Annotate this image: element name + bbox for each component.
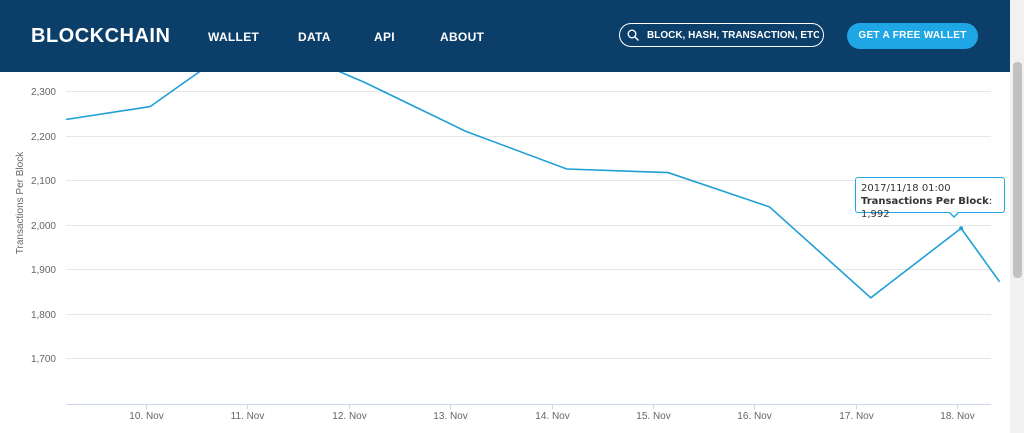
nav-link-api[interactable]: API	[374, 30, 395, 44]
tooltip-value: 1,992	[861, 209, 890, 220]
x-tick-label: 18. Nov	[940, 411, 974, 422]
y-tick-label: 2,000	[31, 221, 56, 232]
data-point[interactable]	[464, 130, 467, 133]
data-point[interactable]	[149, 105, 152, 108]
top-navbar: BLOCKCHAIN WALLET DATA API ABOUT GET A F…	[0, 0, 1010, 72]
y-axis: 1,700 1,800 1,900 2,000 2,100 2,200 2,300	[31, 87, 56, 365]
y-tick-label: 2,100	[31, 176, 56, 187]
nav-link-wallet[interactable]: WALLET	[208, 30, 260, 44]
tooltip-date: 2017/11/18 01:00	[861, 183, 951, 194]
blockchain-logo[interactable]: BLOCKCHAIN	[31, 25, 171, 47]
x-tick-label: 11. Nov	[231, 411, 265, 422]
data-points	[64, 81, 1001, 299]
y-tick-label: 2,200	[31, 132, 56, 143]
data-point[interactable]	[768, 205, 771, 208]
search-input[interactable]	[647, 27, 819, 43]
y-tick-label: 2,300	[31, 87, 56, 98]
y-tick-label: 1,900	[31, 265, 56, 276]
nav-link-about[interactable]: ABOUT	[440, 30, 485, 44]
y-tick-label: 1,800	[31, 310, 56, 321]
x-tick-label: 13. Nov	[433, 411, 467, 422]
get-free-wallet-button[interactable]: GET A FREE WALLET	[847, 23, 978, 49]
data-point[interactable]	[64, 118, 67, 121]
scrollbar-thumb[interactable]	[1013, 62, 1022, 278]
search-box[interactable]	[619, 23, 824, 47]
highlighted-point[interactable]	[959, 226, 964, 231]
x-tick-label: 17. Nov	[839, 411, 873, 422]
x-tick-label: 14. Nov	[535, 411, 569, 422]
tooltip-pointer	[948, 211, 960, 218]
chart-tooltip: 2017/11/18 01:00 Transactions Per Block:…	[855, 177, 1005, 220]
series-line[interactable]	[65, 65, 1001, 299]
x-tick-label: 12. Nov	[332, 411, 366, 422]
search-icon	[627, 29, 639, 41]
x-tick-label: 15. Nov	[636, 411, 670, 422]
x-tick-label: 16. Nov	[737, 411, 771, 422]
nav-link-data[interactable]: DATA	[298, 30, 331, 44]
data-point[interactable]	[998, 280, 1001, 283]
y-axis-label: Transactions Per Block	[15, 151, 26, 254]
data-point[interactable]	[565, 168, 568, 171]
tooltip-row: Transactions Per Block: 1,992	[861, 196, 993, 220]
page-scrollbar[interactable]	[1010, 0, 1024, 433]
x-axis: 10. Nov 11. Nov 12. Nov 13. Nov 14. Nov 15. N…	[66, 404, 991, 422]
data-point[interactable]	[363, 81, 366, 84]
grid-lines	[66, 91, 991, 359]
data-point[interactable]	[667, 171, 670, 174]
y-tick-label: 1,700	[31, 354, 56, 365]
x-tick-label: 10. Nov	[129, 411, 163, 422]
data-point[interactable]	[869, 296, 872, 299]
tooltip-label: Transactions Per Block	[861, 196, 989, 207]
